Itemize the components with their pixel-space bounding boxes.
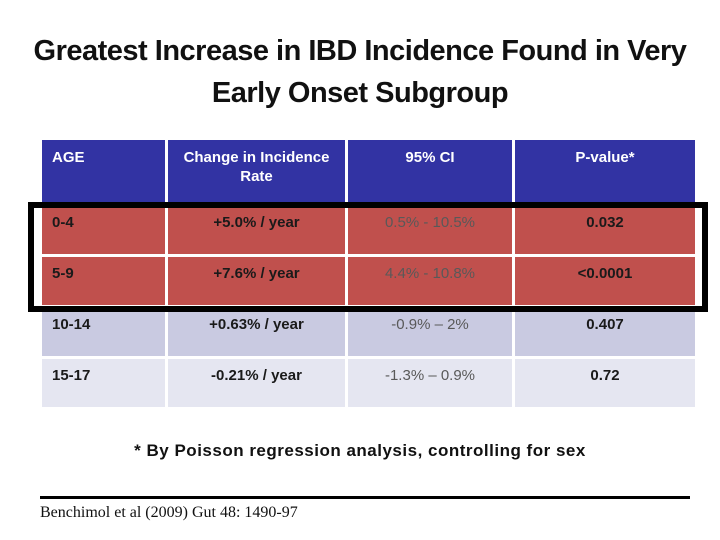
- table-cell-change: +7.6% / year: [168, 257, 345, 305]
- table-cell-change: +5.0% / year: [168, 206, 345, 254]
- table-cell-ci: -1.3% – 0.9%: [348, 359, 512, 407]
- column-header-ci: 95% CI: [348, 140, 512, 203]
- table-cell-change: +0.63% / year: [168, 308, 345, 356]
- slide-title-line2: Early Onset Subgroup: [211, 77, 509, 109]
- citation: Benchimol et al (2009) Gut 48: 1490-97: [40, 504, 298, 521]
- table-cell-age: 5-9: [42, 257, 165, 305]
- footnote: * By Poisson regression analysis, contro…: [134, 441, 586, 460]
- incidence-table: AGE Change in Incidence Rate 95% CI P-va…: [42, 140, 695, 407]
- column-header-change: Change in Incidence Rate: [168, 140, 345, 203]
- slide-title-line1: Greatest Increase in IBD Incidence Found…: [33, 35, 687, 67]
- table-cell-pvalue: 0.72: [515, 359, 695, 407]
- table-cell-age: 15-17: [42, 359, 165, 407]
- table-cell-change: -0.21% / year: [168, 359, 345, 407]
- table-cell-age: 10-14: [42, 308, 165, 356]
- table-cell-pvalue: 0.032: [515, 206, 695, 254]
- table-cell-ci: 0.5% - 10.5%: [348, 206, 512, 254]
- table-cell-pvalue: <0.0001: [515, 257, 695, 305]
- column-header-pvalue: P-value*: [515, 140, 695, 203]
- column-header-age: AGE: [42, 140, 165, 203]
- table-cell-pvalue: 0.407: [515, 308, 695, 356]
- divider-line: [40, 496, 690, 499]
- table-cell-ci: 4.4% - 10.8%: [348, 257, 512, 305]
- table-cell-ci: -0.9% – 2%: [348, 308, 512, 356]
- table-cell-age: 0-4: [42, 206, 165, 254]
- slide-title: Greatest Increase in IBD Incidence Found…: [0, 30, 720, 114]
